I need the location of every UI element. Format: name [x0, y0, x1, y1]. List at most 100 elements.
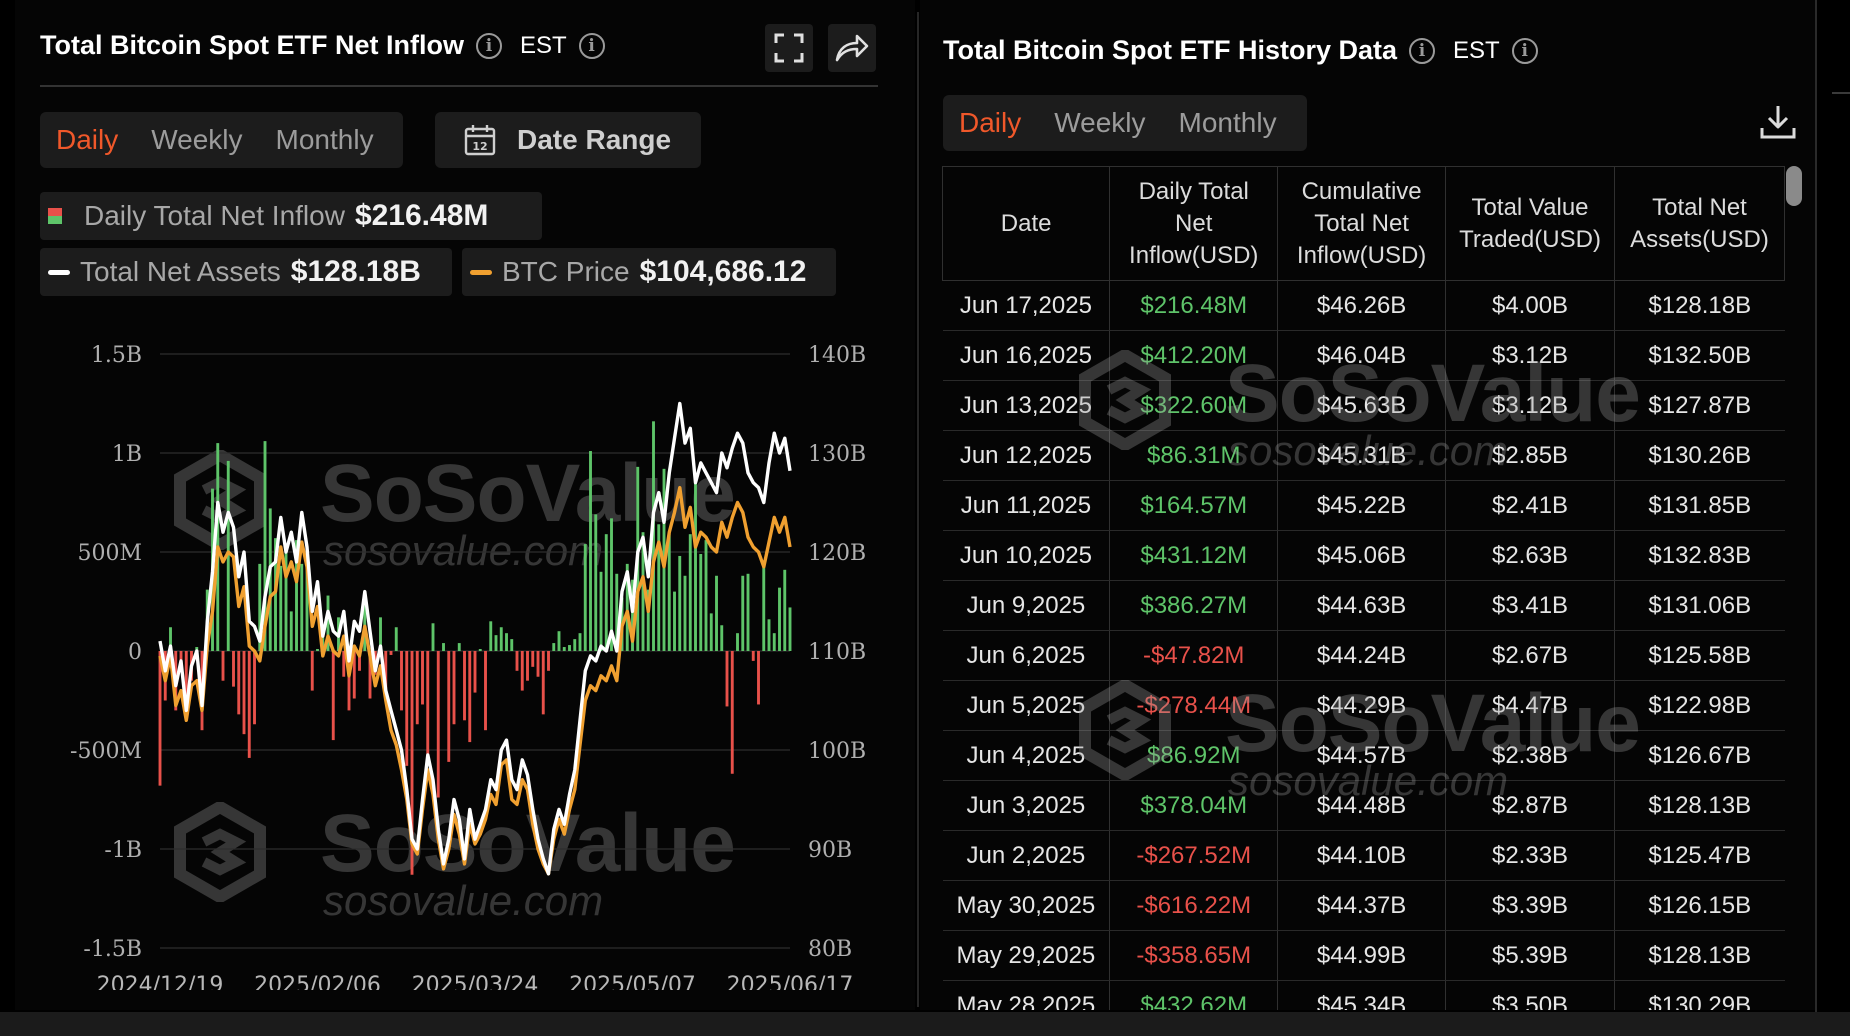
- tab-daily[interactable]: Daily: [959, 107, 1022, 138]
- cell-net-assets: $125.47B: [1614, 830, 1785, 881]
- cell-net-assets: $125.58B: [1614, 630, 1785, 681]
- tab-monthly[interactable]: Monthly: [275, 124, 374, 155]
- cell-value-traded: $5.39B: [1445, 930, 1615, 981]
- table-row[interactable]: Jun 4,2025 $86.92M $44.57B $2.38B $126.67B: [942, 730, 1785, 781]
- tab-weekly[interactable]: Weekly: [151, 124, 243, 155]
- inflow-bar: [452, 651, 456, 725]
- cell-value-traded: $3.50B: [1445, 980, 1615, 1010]
- info-icon[interactable]: i: [475, 32, 502, 59]
- cell-daily-inflow: -$278.44M: [1109, 680, 1278, 731]
- inflow-bar: [625, 563, 629, 651]
- table-row[interactable]: Jun 10,2025 $431.12M $45.06B $2.63B $132.83B: [942, 530, 1785, 581]
- table-row[interactable]: May 29,2025 -$358.65M $44.99B $5.39B $128.13…: [942, 930, 1785, 981]
- net-assets-line: [158, 401, 792, 876]
- cell-net-assets: $130.26B: [1614, 430, 1785, 481]
- inflow-bar: [310, 651, 314, 691]
- inflow-bar: [184, 651, 188, 717]
- cell-date: Jun 4,2025: [942, 730, 1110, 781]
- table-row[interactable]: Jun 9,2025 $386.27M $44.63B $3.41B $131.06B: [942, 580, 1785, 631]
- share-button[interactable]: [828, 24, 876, 72]
- cell-cumulative-inflow: $44.24B: [1277, 630, 1446, 681]
- net-inflow-chart[interactable]: 1.5B 140B 1B 130B 500M 120B 0 110B -500M 100B -1B 9…: [60, 330, 880, 990]
- inflow-period-tabs: Daily Weekly Monthly: [40, 112, 403, 168]
- y-right-tick-label: 80B: [808, 937, 852, 962]
- cell-cumulative-inflow: $44.99B: [1277, 930, 1446, 981]
- cell-cumulative-inflow: $44.57B: [1277, 730, 1446, 781]
- table-row[interactable]: Jun 16,2025 $412.20M $46.04B $3.12B $132.50B: [942, 330, 1785, 381]
- inflow-bar: [489, 621, 493, 651]
- y-right-tick-label: 140B: [808, 343, 866, 368]
- cell-date: Jun 10,2025: [942, 530, 1110, 581]
- tab-monthly[interactable]: Monthly: [1178, 107, 1277, 138]
- inflow-bar: [316, 649, 319, 651]
- table-scrollbar[interactable]: [1786, 166, 1802, 206]
- cell-net-assets: $130.29B: [1614, 980, 1785, 1010]
- inflow-bar: [547, 651, 550, 671]
- inflow-bar: [253, 651, 256, 725]
- history-title: Total Bitcoin Spot ETF History Data i ES…: [943, 35, 1538, 66]
- inflow-bar: [468, 651, 472, 743]
- table-row[interactable]: Jun 12,2025 $86.31M $45.31B $2.85B $130.26B: [942, 430, 1785, 481]
- col-value-traded: Total Value Traded(USD): [1445, 166, 1616, 281]
- tab-weekly[interactable]: Weekly: [1054, 107, 1146, 138]
- cell-daily-inflow: $386.27M: [1109, 580, 1278, 631]
- history-table-container[interactable]: Date Daily Total Net Inflow(USD) Cumulat…: [942, 166, 1785, 1010]
- table-row[interactable]: Jun 3,2025 $378.04M $44.48B $2.87B $128.13B: [942, 780, 1785, 831]
- inflow-bar: [589, 451, 592, 651]
- table-row[interactable]: May 30,2025 -$616.22M $44.37B $3.39B $126.15…: [942, 880, 1785, 931]
- table-row[interactable]: Jun 2,2025 -$267.52M $44.10B $2.33B $125.47B: [942, 830, 1785, 881]
- inflow-bar: [421, 651, 424, 705]
- inflow-bar: [526, 651, 529, 681]
- cell-daily-inflow: -$616.22M: [1109, 880, 1278, 931]
- inflow-bar: [715, 575, 718, 651]
- x-tick-label: 2025/03/24: [412, 973, 539, 990]
- edge-mark: [1832, 92, 1850, 94]
- cell-cumulative-inflow: $45.06B: [1277, 530, 1446, 581]
- bar-swatch-icon: [48, 208, 62, 224]
- inflow-title: Total Bitcoin Spot ETF Net Inflow i EST …: [40, 30, 605, 61]
- table-row[interactable]: Jun 13,2025 $322.60M $45.63B $3.12B $127.87B: [942, 380, 1785, 431]
- inflow-bar: [757, 651, 760, 705]
- y-left-tick-label: -500M: [70, 739, 142, 764]
- fullscreen-icon: [774, 33, 804, 63]
- x-tick-label: 2025/02/06: [254, 973, 381, 990]
- table-row[interactable]: May 28,2025 $432.62M $45.34B $3.50B $130.29B: [942, 980, 1785, 1010]
- cell-daily-inflow: $432.62M: [1109, 980, 1278, 1010]
- history-table: Date Daily Total Net Inflow(USD) Cumulat…: [942, 166, 1785, 1010]
- history-title-text: Total Bitcoin Spot ETF History Data: [943, 35, 1398, 65]
- download-icon[interactable]: [1758, 102, 1798, 142]
- info-icon[interactable]: i: [578, 32, 605, 59]
- legend-inflow-value: $216.48M: [354, 199, 489, 232]
- inflow-bar: [436, 651, 440, 798]
- cell-date: Jun 6,2025: [942, 630, 1110, 681]
- cell-date: Jun 11,2025: [942, 480, 1110, 531]
- y-left-tick-label: 1B: [112, 442, 142, 467]
- btc-price-line: [158, 485, 792, 876]
- info-icon[interactable]: i: [1511, 37, 1538, 64]
- cell-cumulative-inflow: $44.48B: [1277, 780, 1446, 831]
- inflow-bar: [725, 651, 729, 707]
- table-row[interactable]: Jun 6,2025 -$47.82M $44.24B $2.67B $125.58B: [942, 630, 1785, 681]
- table-row[interactable]: Jun 17,2025 $216.48M $46.26B $4.00B $128.18B: [942, 280, 1785, 331]
- inflow-bar: [358, 651, 361, 671]
- cell-date: Jun 5,2025: [942, 680, 1110, 731]
- table-row[interactable]: Jun 11,2025 $164.57M $45.22B $2.41B $131.85B: [942, 480, 1785, 531]
- cell-date: May 28,2025: [942, 980, 1110, 1010]
- inflow-bar: [237, 651, 241, 715]
- inflow-bar: [289, 611, 293, 651]
- info-icon[interactable]: i: [1409, 37, 1436, 64]
- inflow-bar: [326, 595, 330, 651]
- table-row[interactable]: Jun 5,2025 -$278.44M $44.29B $4.47B $122.98B: [942, 680, 1785, 731]
- inflow-bar: [405, 651, 409, 766]
- page-edge-divider: [1815, 0, 1817, 1036]
- inflow-bar: [720, 625, 724, 651]
- y-left-tick-label: -1.5B: [83, 937, 142, 962]
- fullscreen-button[interactable]: [765, 24, 813, 72]
- history-period-tabs: Daily Weekly Monthly: [943, 95, 1307, 151]
- inflow-bar: [226, 460, 230, 651]
- cell-net-assets: $128.13B: [1614, 780, 1785, 831]
- inflow-bar: [321, 627, 325, 651]
- inflow-bar: [767, 619, 771, 651]
- date-range-button[interactable]: 12 Date Range: [435, 112, 701, 168]
- tab-daily[interactable]: Daily: [56, 124, 119, 155]
